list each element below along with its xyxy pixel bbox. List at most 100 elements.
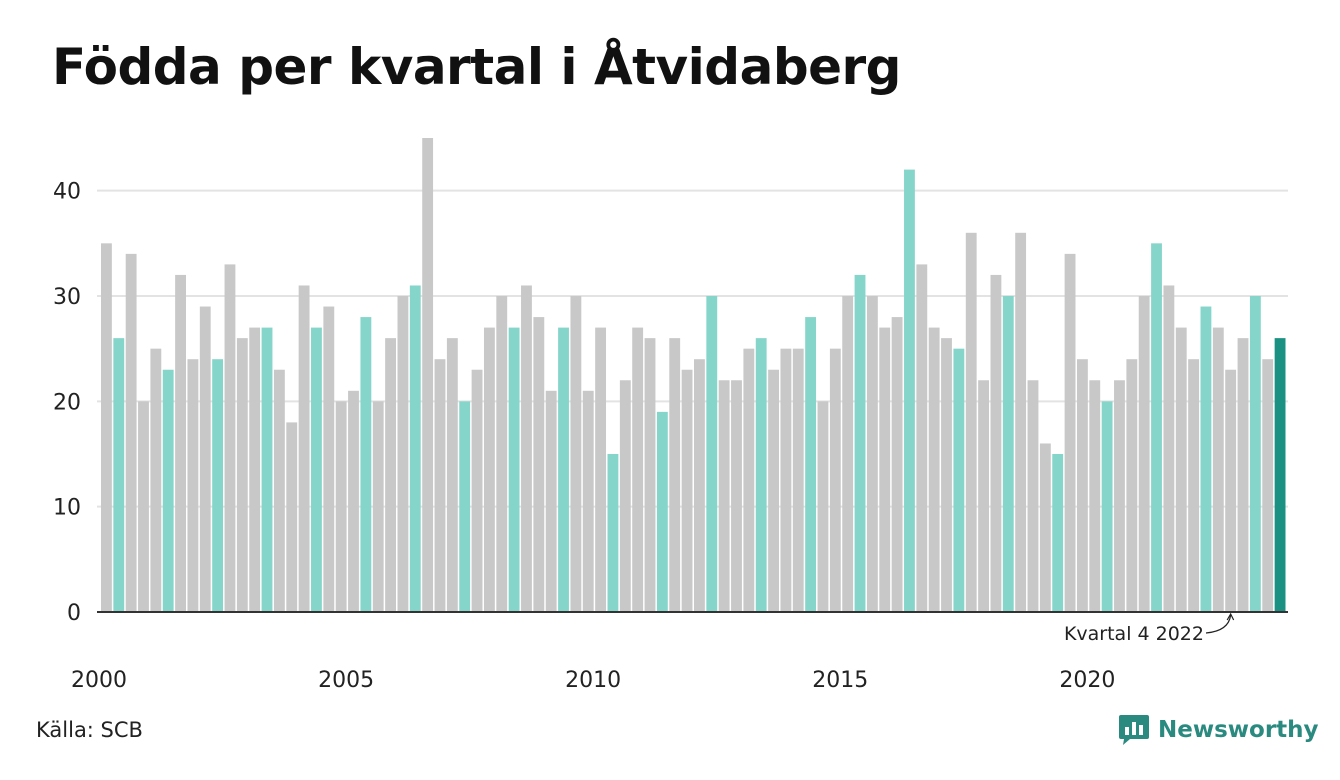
bar	[866, 296, 878, 612]
bar	[1151, 243, 1162, 612]
bar	[570, 296, 582, 612]
bar	[978, 380, 989, 612]
bar	[607, 454, 619, 612]
bar	[718, 380, 730, 612]
x-tick-label: 2015	[812, 668, 868, 693]
bar	[928, 327, 940, 612]
bar	[162, 369, 174, 612]
bar	[323, 306, 335, 612]
bar	[1027, 380, 1039, 612]
bar	[1039, 443, 1051, 612]
bar	[829, 348, 841, 612]
bar	[780, 348, 792, 612]
bar	[1114, 380, 1125, 612]
bar	[817, 401, 829, 612]
chart-title: Födda per kvartal i Åtvidaberg	[52, 38, 901, 96]
bar	[422, 138, 434, 612]
bar	[1089, 380, 1101, 612]
bar	[558, 327, 569, 612]
bar	[249, 327, 261, 612]
annotation-label: Kvartal 4 2022	[1064, 623, 1204, 645]
bar	[348, 390, 359, 612]
bar	[521, 285, 532, 612]
bar	[261, 327, 273, 612]
bar	[1262, 359, 1274, 612]
bar	[385, 338, 396, 612]
brand-name: Newsworthy	[1158, 717, 1319, 743]
bar	[471, 369, 483, 612]
bar	[1175, 327, 1187, 612]
bar	[533, 317, 545, 612]
x-tick-label: 2020	[1059, 668, 1115, 693]
newsworthy-logo-icon	[1119, 715, 1149, 745]
annotation-arrow	[1205, 614, 1232, 634]
bar	[446, 338, 458, 612]
bar	[1002, 296, 1014, 612]
bar	[224, 264, 236, 612]
bars	[101, 138, 1286, 613]
bar	[311, 327, 322, 612]
bar	[545, 390, 557, 612]
bar	[792, 348, 804, 612]
bar	[1052, 454, 1064, 612]
bar	[273, 369, 285, 612]
brand-logo[interactable]: Newsworthy	[1118, 713, 1319, 747]
bar	[175, 274, 186, 612]
bar	[965, 232, 977, 613]
bar	[459, 401, 471, 612]
bar	[360, 317, 372, 612]
bar	[372, 401, 384, 612]
bar	[101, 243, 112, 612]
bar	[1163, 285, 1175, 612]
bar	[397, 296, 409, 612]
bar	[1200, 306, 1212, 612]
bar	[941, 338, 952, 612]
bar	[990, 274, 1002, 612]
bar	[681, 369, 693, 612]
y-tick-label: 40	[53, 180, 81, 205]
bar	[434, 359, 446, 612]
bar	[891, 317, 903, 612]
y-tick-label: 10	[53, 496, 81, 521]
bar	[842, 296, 854, 612]
bar	[1138, 296, 1150, 612]
source-note: Källa: SCB	[36, 718, 143, 742]
bar	[1249, 296, 1261, 612]
bar	[1274, 338, 1286, 612]
bar	[669, 338, 681, 612]
bar	[1076, 359, 1088, 612]
bar	[1237, 338, 1249, 612]
bar	[1188, 359, 1200, 612]
bar	[1225, 369, 1237, 612]
y-tick-label: 0	[67, 601, 81, 626]
bar	[508, 327, 520, 612]
bar	[644, 338, 656, 612]
y-axis-ticks: 0 10 20 30 40	[53, 180, 81, 626]
bar	[1126, 359, 1138, 612]
bar	[879, 327, 891, 612]
bar	[694, 359, 705, 612]
bar	[199, 306, 211, 612]
bar	[706, 296, 718, 612]
y-tick-label: 30	[53, 285, 81, 310]
bar	[632, 327, 644, 612]
bar	[1064, 253, 1076, 612]
bar	[150, 348, 162, 612]
bar	[916, 264, 928, 612]
bar	[286, 422, 298, 612]
bar	[656, 411, 668, 612]
bar	[953, 348, 965, 612]
bar	[731, 380, 742, 612]
x-tick-label: 2000	[71, 668, 127, 693]
bar	[1101, 401, 1113, 612]
annotation-arrowhead	[1226, 612, 1235, 621]
bar	[187, 359, 199, 612]
bar	[595, 327, 607, 612]
bar	[1015, 232, 1027, 613]
bar	[236, 338, 248, 612]
bar	[619, 380, 631, 612]
bar	[582, 390, 594, 612]
x-axis-ticks: 2000 2005 2010 2015 2020	[71, 668, 1115, 693]
bar	[743, 348, 755, 612]
bar	[483, 327, 495, 612]
